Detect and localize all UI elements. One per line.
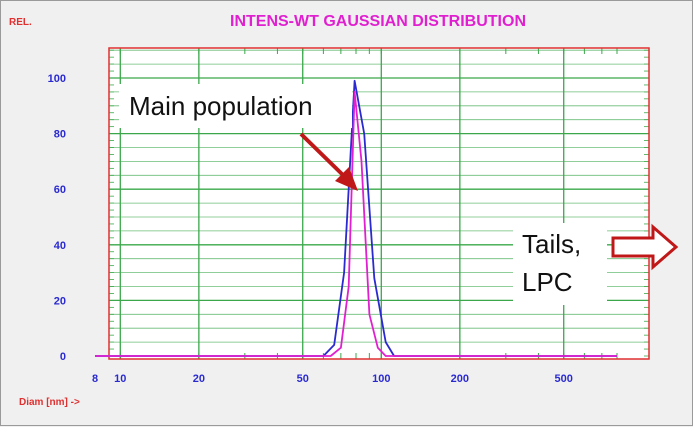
x-tick-label: 500	[555, 373, 573, 385]
y-tick-label: 0	[60, 351, 66, 363]
y-tick-labels: 0 20 40 60 80 100	[48, 73, 66, 363]
chart-title: INTENS-WT GAUSSIAN DISTRIBUTION	[230, 13, 526, 30]
x-tick-label: 50	[297, 373, 309, 385]
series-2-line	[95, 91, 617, 357]
y-tick-label: 100	[48, 73, 66, 85]
main-population-callout: Main population	[129, 91, 313, 121]
y-tick-label: 20	[54, 295, 66, 307]
x-axis-label: Diam [nm] ->	[19, 397, 80, 408]
tails-callout-box	[513, 223, 607, 305]
series-group	[95, 79, 617, 357]
tails-callout-line1: Tails,	[522, 229, 581, 259]
series-1-line	[95, 79, 617, 357]
main-population-arrowhead	[335, 167, 358, 191]
tails-arrow-icon	[611, 223, 679, 271]
x-tick-labels: 8 10 20 50 100 200 500	[92, 373, 573, 385]
main-population-arrow	[299, 132, 347, 179]
tails-callout-line2: LPC	[522, 267, 573, 297]
axis-ticks	[109, 48, 649, 359]
x-tick-label: 8	[92, 373, 98, 385]
y-tick-label: 80	[54, 129, 66, 141]
x-tick-label: 10	[114, 373, 126, 385]
y-tick-label: 60	[54, 184, 66, 196]
grid	[109, 48, 649, 359]
plot-border	[108, 47, 650, 360]
x-tick-label: 200	[451, 373, 469, 385]
x-tick-label: 20	[193, 373, 205, 385]
x-tick-label: 100	[372, 373, 390, 385]
main-population-callout-box	[119, 84, 352, 128]
y-tick-label: 40	[54, 240, 66, 252]
y-axis-label: REL.	[9, 17, 32, 28]
